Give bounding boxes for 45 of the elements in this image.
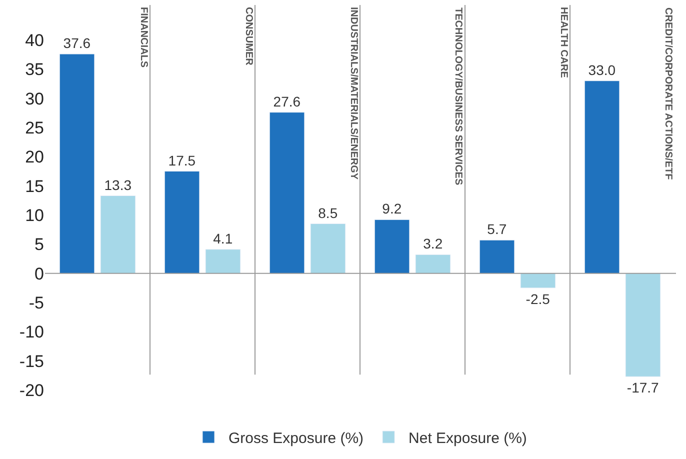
bar <box>310 224 346 274</box>
y-tick-label: -20 <box>19 380 44 400</box>
annotation: TECHNOLOGY/BUSINESS SERVICES <box>452 8 464 186</box>
data-label: 3.2 <box>423 236 443 252</box>
bar <box>520 273 556 288</box>
y-tick-label: 15 <box>25 176 44 196</box>
data-label: 17.5 <box>168 152 196 168</box>
bar <box>479 240 515 274</box>
annotation: CONSUMER <box>243 7 254 66</box>
data-label: 37.6 <box>63 35 91 51</box>
data-label: 4.1 <box>213 230 233 246</box>
y-tick-label: 20 <box>25 148 44 167</box>
bar <box>374 219 410 274</box>
data-label: 5.7 <box>487 221 507 238</box>
data-label: -2.5 <box>526 290 550 307</box>
bar <box>269 112 305 274</box>
bar <box>584 80 620 274</box>
y-tick-label: -10 <box>19 322 44 342</box>
data-label: 33.0 <box>588 62 616 78</box>
legend-label: Gross Exposure (%) <box>228 430 364 447</box>
annotation: CREDIT/CORPORATE ACTIONS/ETF <box>662 8 674 180</box>
legend-label: Net Exposure (%) <box>408 430 527 447</box>
y-tick-label: 30 <box>25 89 44 108</box>
y-tick-label: 40 <box>25 30 44 50</box>
annotation: FINANCIALS <box>138 7 149 68</box>
y-tick-label: 5 <box>34 235 44 254</box>
annotation: HEALTH CARE <box>558 7 569 78</box>
bar <box>625 273 661 377</box>
bar <box>164 171 200 274</box>
y-tick-label: 0 <box>34 264 44 284</box>
bar <box>100 196 136 274</box>
data-label: 27.6 <box>273 93 301 110</box>
data-label: -17.7 <box>626 380 660 396</box>
bar <box>59 54 95 274</box>
data-label: 8.5 <box>318 204 338 221</box>
annotation: INDUSTRIALS/MATERIALS/ENERGY <box>348 7 359 180</box>
y-tick-label: 25 <box>25 118 44 138</box>
data-label: 13.3 <box>104 176 132 193</box>
bar <box>415 254 451 274</box>
y-tick-label: -15 <box>19 352 44 371</box>
y-tick-label: 10 <box>25 206 44 225</box>
y-tick-label: -5 <box>28 293 44 312</box>
data-label: 9.2 <box>382 200 402 217</box>
bar <box>205 249 241 274</box>
y-tick-label: 35 <box>25 60 44 80</box>
